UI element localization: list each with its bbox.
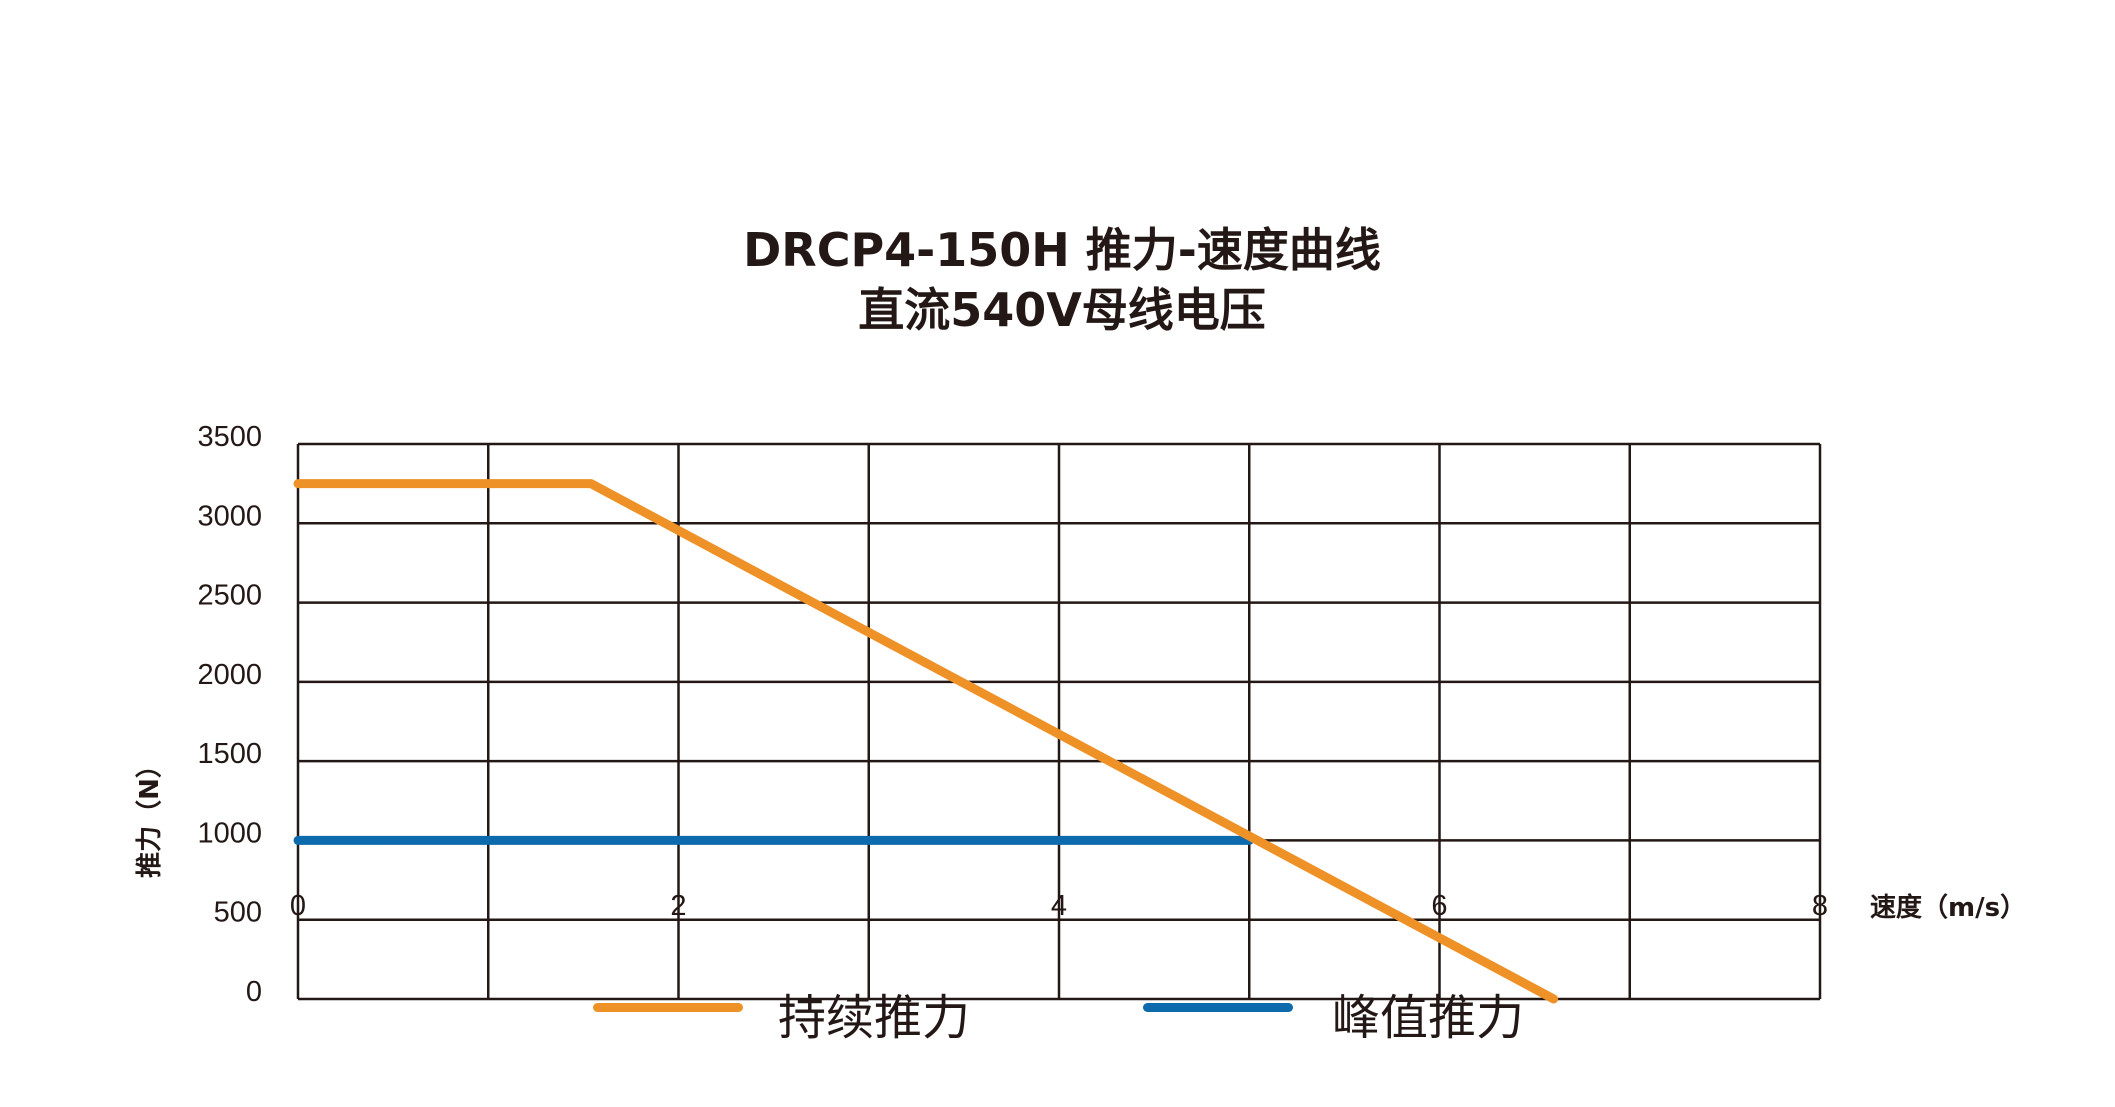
x-tick-label: 4 — [1051, 890, 1067, 922]
legend-swatch-continuous — [593, 1003, 743, 1012]
y-tick-label: 500 — [214, 897, 262, 929]
chart-subtitle: 直流540V母线电压 — [858, 283, 1266, 337]
y-tick-label: 3500 — [197, 421, 262, 453]
series-line-continuous — [293, 479, 1559, 1004]
legend-label-peak: 峰值推力 — [1332, 990, 1525, 1046]
y-tick-label: 2500 — [197, 580, 262, 612]
legend-label-continuous: 持续推力 — [778, 990, 971, 1046]
y-tick-label: 1500 — [197, 738, 262, 770]
chart-title: DRCP4-150H 推力-速度曲线 — [743, 223, 1381, 277]
x-tick-label: 0 — [290, 890, 306, 922]
y-tick-label: 3000 — [197, 500, 262, 532]
x-tick-label: 6 — [1431, 890, 1447, 922]
x-tick-label: 8 — [1812, 890, 1828, 922]
y-tick-label: 2000 — [197, 659, 262, 691]
y-tick-label: 1000 — [197, 817, 262, 849]
y-axis-label: 推力（N） — [135, 752, 165, 878]
x-tick-label: 2 — [670, 890, 686, 922]
legend-swatch-peak — [1143, 1003, 1293, 1012]
x-axis-label: 速度（m/s） — [1870, 892, 2026, 923]
y-tick-label: 0 — [246, 976, 262, 1008]
